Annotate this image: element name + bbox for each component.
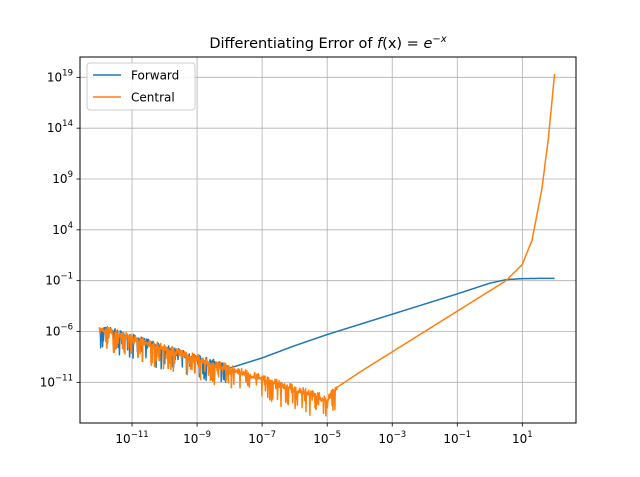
legend-label-central: Central: [131, 91, 175, 105]
chart-title: Differentiating Error of f(x) = e−x: [209, 34, 446, 52]
legend: Forward Central: [87, 63, 195, 110]
legend-label-forward: Forward: [131, 69, 179, 83]
